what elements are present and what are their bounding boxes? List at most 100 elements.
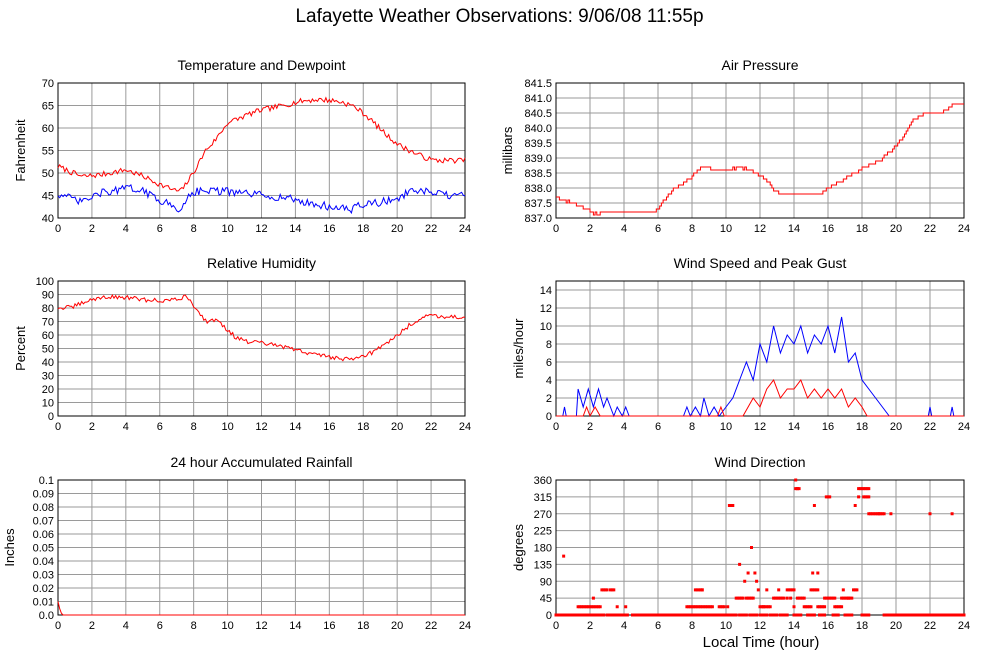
direction-point xyxy=(695,588,699,592)
direction-point xyxy=(588,613,592,617)
direction-point xyxy=(802,596,806,600)
direction-point xyxy=(743,579,747,583)
direction-point xyxy=(852,588,855,592)
direction-point xyxy=(612,588,616,592)
direction-point xyxy=(595,605,599,609)
direction-point xyxy=(867,495,871,499)
direction-point xyxy=(758,613,762,617)
direction-point xyxy=(738,562,742,566)
direction-point xyxy=(916,613,920,617)
direction-point xyxy=(765,588,769,592)
direction-point xyxy=(785,596,789,600)
direction-point xyxy=(945,613,949,617)
direction-point xyxy=(714,613,718,617)
direction-point xyxy=(617,613,621,617)
rain-ytick-label: 0.06 xyxy=(33,529,54,541)
wind-y-axis-label: miles/hour xyxy=(511,318,526,379)
direction-point xyxy=(738,596,742,600)
humidity-ytick-label: 50 xyxy=(42,344,54,356)
direction-point xyxy=(741,596,745,600)
temp-xtick-label: 8 xyxy=(191,223,197,235)
direction-point xyxy=(911,613,915,617)
humidity-xtick-label: 22 xyxy=(425,421,437,433)
direction-point xyxy=(727,613,731,617)
pressure-ytick-label: 837.5 xyxy=(524,198,552,210)
direction-point xyxy=(918,613,922,617)
temp-y-axis-label: Fahrenheit xyxy=(13,119,28,182)
direction-point xyxy=(960,613,964,617)
direction-point xyxy=(772,613,776,617)
direction-point xyxy=(921,613,925,617)
direction-point xyxy=(914,613,918,617)
direction-point xyxy=(857,487,861,491)
direction-point xyxy=(846,596,850,600)
direction-point xyxy=(687,605,691,609)
direction-point xyxy=(719,605,723,609)
direction-point xyxy=(819,605,823,609)
direction-point xyxy=(797,613,801,617)
pressure-xtick-label: 6 xyxy=(655,223,661,235)
wind-plot-frame xyxy=(555,280,965,417)
direction-point xyxy=(700,613,704,617)
direction-point xyxy=(741,613,745,617)
direction-point xyxy=(897,613,901,617)
direction-point xyxy=(651,613,655,617)
direction-point xyxy=(816,571,820,575)
direction-point xyxy=(812,504,816,507)
direction-point xyxy=(598,613,602,617)
humidity-ytick-label: 100 xyxy=(36,276,54,288)
direction-point xyxy=(557,613,561,617)
direction-y-axis-label: degrees xyxy=(511,524,526,571)
direction-point xyxy=(675,613,679,617)
direction-point xyxy=(882,613,886,617)
direction-point xyxy=(726,605,730,609)
direction-point xyxy=(804,605,808,609)
rain-xtick-label: 24 xyxy=(459,620,471,632)
direction-point xyxy=(775,596,779,600)
humidity-xtick-label: 12 xyxy=(255,421,267,433)
direction-point xyxy=(608,588,612,592)
direction-point xyxy=(736,596,740,600)
direction-point xyxy=(695,605,699,609)
direction-point xyxy=(559,613,563,617)
direction-point xyxy=(853,588,857,592)
direction-point xyxy=(702,605,706,609)
direction-point xyxy=(773,613,777,617)
direction-point xyxy=(707,605,711,609)
wind-xtick-label: 12 xyxy=(754,421,766,433)
rain-xtick-label: 18 xyxy=(357,620,369,632)
humidity-ytick-label: 80 xyxy=(42,303,54,315)
direction-point xyxy=(750,546,753,549)
direction-point xyxy=(937,613,940,617)
pressure-ytick-label: 839.0 xyxy=(524,153,552,165)
rain-ytick-label: 0.03 xyxy=(33,570,54,582)
direction-point xyxy=(833,605,837,609)
direction-point xyxy=(743,613,747,617)
direction-point xyxy=(634,613,638,617)
direction-point xyxy=(585,613,589,617)
humidity-xtick-label: 20 xyxy=(391,421,403,433)
direction-point xyxy=(591,596,595,600)
direction-point xyxy=(811,613,815,617)
direction-point xyxy=(935,613,939,617)
direction-point xyxy=(563,613,566,617)
direction-point xyxy=(862,613,866,617)
direction-point xyxy=(666,613,670,617)
direction-point xyxy=(731,504,735,507)
humidity-xtick-label: 0 xyxy=(55,421,61,433)
direction-point xyxy=(697,605,701,609)
direction-point xyxy=(755,613,759,617)
direction-point xyxy=(748,613,752,617)
direction-ytick-label: 225 xyxy=(534,526,552,538)
direction-point xyxy=(908,613,912,617)
direction-xtick-label: 8 xyxy=(689,620,695,632)
direction-ytick-label: 45 xyxy=(540,593,552,605)
direction-point xyxy=(925,613,929,617)
direction-point xyxy=(607,613,611,617)
rain-xtick-label: 2 xyxy=(89,620,95,632)
direction-point xyxy=(568,613,572,617)
direction-point xyxy=(753,613,757,617)
direction-point xyxy=(947,613,951,617)
direction-point xyxy=(683,613,687,617)
